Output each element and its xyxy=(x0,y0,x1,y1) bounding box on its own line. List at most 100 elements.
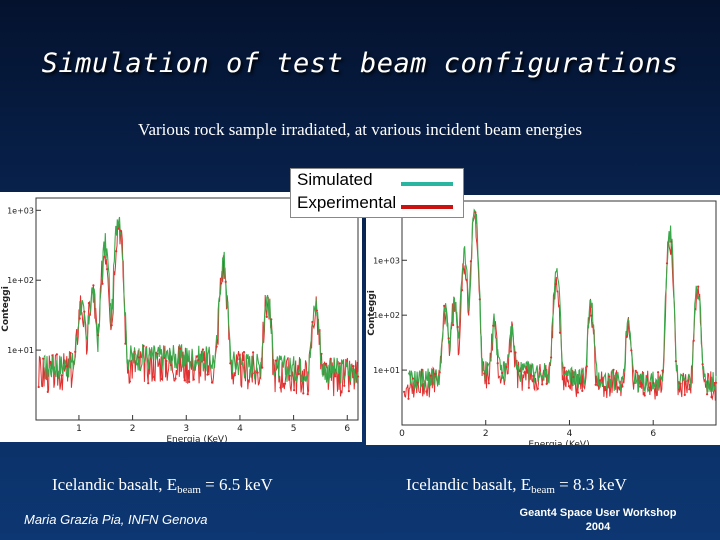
experimental-point xyxy=(509,350,513,353)
chart-left-panel: 1e+01 1e+02 1e+03 1 2 3 4 5 6 Energia (KeV) Conteg… xyxy=(0,192,362,445)
experimental-point xyxy=(706,393,709,396)
experimental-point xyxy=(661,369,664,372)
caption-left-suffix: = 6.5 keV xyxy=(200,475,273,494)
experimental-point xyxy=(652,382,655,385)
experimental-point xyxy=(474,211,477,214)
legend-swatch-simulated xyxy=(401,182,453,186)
experimental-point xyxy=(65,365,68,368)
experimental-point xyxy=(169,364,173,367)
experimental-point xyxy=(679,382,682,385)
experimental-point xyxy=(210,381,214,384)
y-tick-label: 1e+02 xyxy=(373,311,400,320)
experimental-point xyxy=(532,374,535,378)
experimental-point xyxy=(74,350,77,353)
experimental-point xyxy=(536,387,539,390)
experimental-point xyxy=(590,314,593,317)
experimental-point xyxy=(343,384,346,387)
experimental-point xyxy=(643,394,646,397)
experimental-point xyxy=(483,372,486,375)
experimental-point xyxy=(639,385,642,388)
experimental-point xyxy=(621,385,624,388)
x-tick-label: 2 xyxy=(130,424,136,434)
experimental-point xyxy=(92,284,95,287)
x-axis-label: Energia (KeV) xyxy=(166,435,227,442)
x-tick-label: 4 xyxy=(567,429,573,439)
caption-right-suffix: = 8.3 keV xyxy=(554,475,627,494)
experimental-point xyxy=(576,391,579,394)
experimental-point xyxy=(256,371,259,374)
experimental-point xyxy=(338,362,341,365)
x-tick-label: 6 xyxy=(344,424,350,434)
experimental-point xyxy=(183,379,186,382)
y-tick-label: 1e+02 xyxy=(7,276,34,285)
experimental-point xyxy=(469,260,472,263)
experimental-point xyxy=(356,375,360,378)
experimental-point xyxy=(416,381,419,384)
experimental-point xyxy=(438,371,441,374)
experimental-point xyxy=(206,373,209,376)
experimental-point xyxy=(545,382,548,385)
experimental-point xyxy=(688,388,691,391)
legend-label-experimental: Experimental xyxy=(297,193,397,212)
experimental-point xyxy=(478,298,481,301)
experimental-point xyxy=(238,358,241,361)
experimental-point xyxy=(599,379,602,382)
experimental-point xyxy=(156,352,159,355)
y-axis-label: Conteggi xyxy=(1,286,11,332)
experimental-point xyxy=(496,362,499,365)
experimental-point xyxy=(460,289,464,292)
experimental-point xyxy=(420,368,423,371)
experimental-point xyxy=(657,371,660,374)
experimental-point xyxy=(188,380,191,383)
experimental-point xyxy=(447,337,450,340)
chart-legend: Simulated Experimental xyxy=(290,168,464,218)
experimental-point xyxy=(101,282,104,285)
experimental-point xyxy=(407,397,410,400)
experimental-point xyxy=(96,334,100,337)
experimental-point xyxy=(279,386,282,389)
experimental-point xyxy=(283,382,287,385)
caption-right-sub: beam xyxy=(531,484,555,496)
experimental-point xyxy=(325,362,328,365)
experimental-point xyxy=(541,383,544,386)
experimental-point xyxy=(179,347,182,350)
experimental-point xyxy=(142,344,145,348)
experimental-point xyxy=(603,385,606,388)
experimental-point xyxy=(527,386,530,389)
experimental-point xyxy=(265,315,268,318)
experimental-point xyxy=(137,356,141,359)
experimental-point xyxy=(242,351,246,354)
experimental-point xyxy=(465,278,468,281)
experimental-point xyxy=(224,280,227,283)
x-tick-label: 6 xyxy=(650,429,656,439)
experimental-point xyxy=(634,369,637,372)
workshop-line-2: 2004 xyxy=(585,521,611,533)
experimental-point xyxy=(665,262,669,265)
experimental-point xyxy=(128,380,131,383)
experimental-point xyxy=(670,240,673,243)
experimental-point xyxy=(648,386,651,389)
experimental-point xyxy=(78,317,81,320)
experimental-point xyxy=(233,374,236,377)
experimental-point xyxy=(492,324,495,327)
experimental-point xyxy=(60,374,63,377)
experimental-point xyxy=(106,268,109,271)
experimental-point xyxy=(329,357,332,360)
experimental-point xyxy=(115,250,118,253)
experimental-point xyxy=(572,376,575,379)
experimental-point xyxy=(147,382,150,385)
caption-left-sub: beam xyxy=(177,484,201,496)
experimental-point xyxy=(697,285,700,288)
experimental-point xyxy=(293,389,296,392)
experimental-point xyxy=(46,390,49,393)
legend-label-simulated: Simulated xyxy=(297,170,373,189)
experimental-point xyxy=(302,392,305,395)
experimental-point xyxy=(501,371,504,375)
x-tick-label: 1 xyxy=(76,424,82,434)
series-simulated-line xyxy=(407,208,717,394)
experimental-point xyxy=(306,393,309,396)
experimental-point xyxy=(692,339,695,342)
experimental-point xyxy=(192,378,195,381)
y-tick-label: 1e+01 xyxy=(373,366,400,375)
